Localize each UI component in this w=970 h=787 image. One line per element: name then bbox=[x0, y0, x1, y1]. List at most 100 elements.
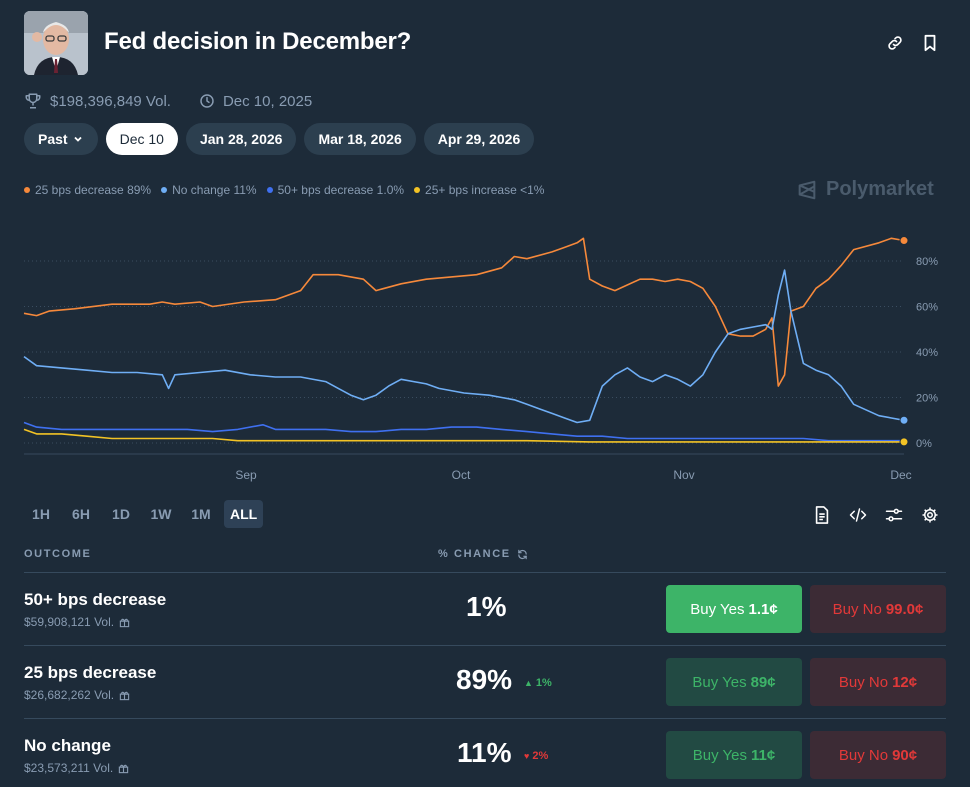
buy-yes-button[interactable]: Buy Yes 89¢ bbox=[666, 658, 802, 706]
outcome-name: 50+ bps decrease bbox=[24, 590, 167, 609]
legend-item: 50+ bps decrease 1.0% bbox=[266, 183, 405, 197]
chance-change-down: ♥ 2% bbox=[524, 750, 548, 762]
outcome-volume: $23,573,211 Vol. bbox=[24, 761, 129, 775]
range-1m[interactable]: 1M bbox=[191, 506, 211, 522]
refresh-icon[interactable] bbox=[517, 549, 528, 560]
outcome-volume: $26,682,262 Vol. bbox=[24, 688, 130, 702]
chance-change-value: 1% bbox=[535, 677, 552, 689]
range-all[interactable]: ALL bbox=[224, 500, 264, 528]
series-line-25-bps-increase bbox=[23, 428, 904, 443]
date-pill-label: Dec 10 bbox=[119, 131, 164, 147]
document-icon[interactable] bbox=[812, 505, 832, 525]
settings-gear-icon[interactable] bbox=[920, 505, 940, 525]
outcome-row[interactable]: 25 bps decrease $26,682,262 Vol. 89% ▲ 1… bbox=[24, 645, 946, 718]
series-endpoint-dot bbox=[899, 236, 909, 246]
chance-change-value: 2% bbox=[532, 750, 549, 762]
legend-dot bbox=[161, 187, 168, 193]
gift-icon bbox=[119, 690, 130, 701]
date-pill-past[interactable]: Past bbox=[24, 123, 98, 155]
buy-no-button[interactable]: Buy No 99.0¢ bbox=[810, 585, 946, 633]
buy-no-button[interactable]: Buy No 90¢ bbox=[810, 731, 946, 779]
outcome-row[interactable]: 50+ bps decrease $59,908,121 Vol. 1% Buy… bbox=[24, 572, 946, 645]
buy-no-price: 99.0¢ bbox=[885, 600, 924, 618]
chance-column-header[interactable]: % CHANCE bbox=[438, 548, 528, 560]
range-1h[interactable]: 1H bbox=[32, 506, 50, 522]
series-line-50-bps-decrease bbox=[23, 421, 904, 442]
market-end-date: Dec 10, 2025 bbox=[222, 92, 313, 110]
y-tick-label: 0% bbox=[916, 438, 932, 450]
range-6h[interactable]: 6H bbox=[72, 506, 90, 522]
chance-change-up: ▲ 1% bbox=[524, 677, 552, 689]
market-volume: $198,396,849 Vol. bbox=[50, 92, 171, 110]
date-pill-dec-10[interactable]: Dec 10 bbox=[105, 123, 178, 155]
y-tick-label: 20% bbox=[916, 393, 938, 405]
outcome-volume-text: $23,573,211 Vol. bbox=[24, 761, 114, 775]
price-history-chart[interactable]: 80% 60% 40% 20% 0% Sep Oct Nov Dec bbox=[0, 225, 970, 490]
buy-no-price: 12¢ bbox=[892, 673, 918, 691]
buy-yes-price: 89¢ bbox=[750, 673, 776, 691]
buy-yes-price: 1.1¢ bbox=[748, 600, 778, 618]
date-pill-mar-18[interactable]: Mar 18, 2026 bbox=[304, 123, 416, 155]
legend-label: No change 11% bbox=[172, 183, 257, 197]
buy-yes-price: 11¢ bbox=[751, 746, 776, 764]
link-icon[interactable] bbox=[884, 32, 906, 54]
range-1w[interactable]: 1W bbox=[150, 506, 172, 522]
gift-icon bbox=[119, 617, 130, 628]
clock-icon bbox=[199, 93, 215, 109]
range-1d[interactable]: 1D bbox=[112, 506, 130, 522]
y-tick-label: 40% bbox=[916, 347, 938, 359]
legend-item: 25+ bps increase <1% bbox=[414, 183, 544, 197]
date-pill-label: Mar 18, 2026 bbox=[318, 131, 402, 147]
outcome-chance: 89% bbox=[456, 664, 513, 695]
outcome-row[interactable]: No change $23,573,211 Vol. 11% ♥ 2% Buy … bbox=[24, 718, 946, 787]
buy-yes-label: Buy Yes bbox=[690, 600, 745, 618]
legend-label: 50+ bps decrease 1.0% bbox=[277, 183, 405, 197]
chance-header-label: % CHANCE bbox=[438, 548, 511, 560]
buy-no-price: 90¢ bbox=[892, 746, 918, 764]
legend-dot bbox=[266, 187, 273, 193]
date-pill-label: Apr 29, 2026 bbox=[437, 131, 521, 147]
legend-label: 25 bps decrease 89% bbox=[35, 183, 152, 197]
embed-code-icon[interactable] bbox=[848, 505, 868, 525]
legend-dot bbox=[24, 187, 30, 193]
heart-down-icon: ♥ bbox=[524, 751, 530, 761]
legend-item: 25 bps decrease 89% bbox=[24, 183, 151, 197]
outcome-chance: 11% bbox=[457, 737, 512, 768]
date-pill-jan-28[interactable]: Jan 28, 2026 bbox=[185, 123, 297, 155]
buy-no-label: Buy No bbox=[832, 600, 882, 618]
outcome-volume-text: $26,682,262 Vol. bbox=[24, 688, 115, 702]
chart-legend: 25 bps decrease 89% No change 11% 50+ bp… bbox=[24, 183, 544, 197]
bookmark-icon[interactable] bbox=[919, 32, 941, 54]
market-avatar bbox=[24, 11, 88, 75]
date-pill-group: Past Dec 10 Jan 28, 2026 Mar 18, 2026 Ap… bbox=[24, 123, 535, 155]
outcome-column-header: OUTCOME bbox=[24, 548, 92, 560]
outcome-volume: $59,908,121 Vol. bbox=[24, 615, 130, 629]
series-line-no-change bbox=[23, 269, 905, 424]
buy-no-label: Buy No bbox=[838, 673, 889, 691]
outcome-volume-text: $59,908,121 Vol. bbox=[24, 615, 115, 629]
legend-label: 25+ bps increase <1% bbox=[425, 183, 545, 197]
series-line-25-bps-decrease bbox=[23, 237, 905, 387]
trophy-icon bbox=[24, 92, 42, 110]
legend-item: No change 11% bbox=[161, 183, 257, 197]
buy-yes-button[interactable]: Buy Yes 11¢ bbox=[666, 731, 802, 779]
gift-icon bbox=[118, 763, 129, 774]
buy-no-button[interactable]: Buy No 12¢ bbox=[810, 658, 946, 706]
date-pill-label: Jan 28, 2026 bbox=[199, 131, 283, 147]
polymarket-watermark: Polymarket bbox=[796, 178, 934, 201]
chevron-down-icon bbox=[72, 133, 84, 145]
time-range-group: 1H 6H 1D 1W 1M ALL bbox=[24, 500, 264, 528]
sliders-icon[interactable] bbox=[884, 505, 904, 525]
x-tick-label: Oct bbox=[452, 468, 471, 482]
buy-yes-button[interactable]: Buy Yes 1.1¢ bbox=[666, 585, 802, 633]
x-tick-label: Dec bbox=[890, 468, 911, 482]
buy-yes-label: Buy Yes bbox=[692, 673, 747, 691]
series-endpoint-dot bbox=[899, 415, 909, 425]
y-tick-label: 80% bbox=[916, 256, 938, 268]
buy-no-label: Buy No bbox=[838, 746, 889, 764]
avatar-portrait bbox=[24, 11, 88, 75]
legend-dot bbox=[414, 187, 421, 193]
triangle-up-icon: ▲ bbox=[524, 678, 533, 688]
y-tick-label: 60% bbox=[916, 302, 938, 314]
date-pill-apr-29[interactable]: Apr 29, 2026 bbox=[423, 123, 535, 155]
